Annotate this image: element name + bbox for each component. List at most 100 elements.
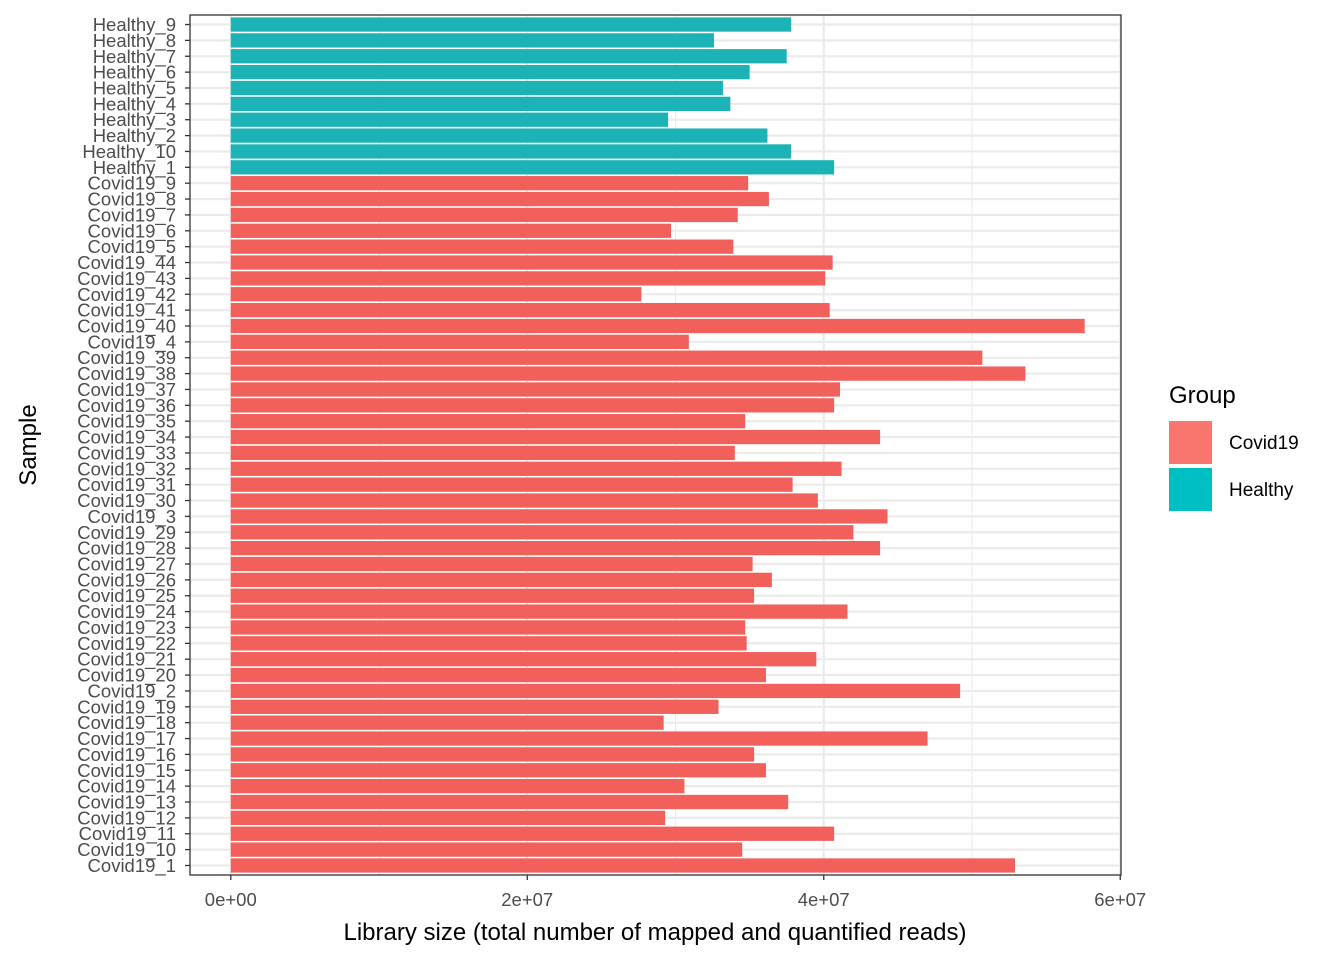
bar-covid19-26	[230, 572, 772, 588]
legend-key-covid19	[1169, 421, 1212, 464]
bar-covid19-42	[230, 287, 642, 302]
bar-covid19-23	[230, 620, 746, 635]
x-axis: 0e+00 2e+07 4e+07 6e+07	[205, 875, 1146, 910]
y-tick-label: Covid19_44	[77, 252, 176, 274]
y-tick-label: Covid19_41	[77, 300, 176, 322]
bar-covid19-13	[230, 794, 789, 810]
bar-covid19-6	[230, 223, 672, 238]
y-tick-label: Covid19_6	[88, 220, 176, 242]
y-tick-label: Covid19_7	[88, 204, 176, 226]
bar-covid19-39	[230, 350, 983, 365]
y-tick-label: Covid19_25	[77, 585, 176, 607]
x-tick-label: 2e+07	[501, 889, 553, 910]
bar-covid19-32	[230, 461, 842, 476]
bar-healthy-4	[230, 96, 731, 111]
bar-covid19-8	[230, 191, 769, 207]
y-tick-label: Covid19_30	[77, 490, 176, 512]
y-tick-label: Covid19_13	[77, 792, 176, 814]
bar-covid19-34	[230, 429, 881, 445]
legend-label-healthy: Healthy	[1229, 480, 1294, 501]
y-tick-label: Covid19_42	[77, 284, 176, 306]
y-tick-label: Covid19_2	[88, 680, 176, 702]
bar-covid19-1	[230, 858, 1016, 873]
bar-covid19-5	[230, 239, 734, 254]
y-tick-label: Covid19_11	[79, 823, 176, 845]
y-tick-label: Covid19_34	[77, 427, 176, 449]
y-tick-label: Covid19_32	[77, 458, 176, 480]
bar-covid19-44	[230, 255, 833, 270]
bar-healthy-7	[230, 49, 787, 64]
y-tick-label: Covid19_15	[77, 760, 176, 782]
bars	[230, 17, 1085, 873]
y-tick-label: Healthy_3	[93, 109, 176, 131]
bar-covid19-4	[230, 334, 689, 350]
y-tick-label: Covid19_22	[77, 633, 176, 655]
y-tick-label: Covid19_4	[88, 331, 176, 353]
y-tick-label: Covid19_31	[77, 474, 176, 496]
y-tick-label: Covid19_39	[77, 347, 176, 369]
y-tick-label: Healthy_6	[93, 62, 176, 84]
bar-covid19-10	[230, 842, 743, 857]
y-tick-label: Covid19_19	[77, 696, 176, 718]
y-tick-label: Covid19_18	[77, 712, 176, 734]
bar-covid19-14	[230, 779, 685, 794]
y-tick-label: Covid19_20	[77, 665, 176, 687]
y-tick-label: Healthy_10	[82, 141, 176, 163]
bar-healthy-6	[230, 64, 750, 80]
legend-label-covid19: Covid19	[1229, 433, 1299, 454]
bar-covid19-30	[230, 493, 818, 508]
y-tick-label: Covid19_33	[77, 442, 176, 464]
bar-covid19-36	[230, 398, 835, 413]
y-tick-label: Covid19_8	[88, 189, 176, 211]
bar-covid19-43	[230, 271, 826, 286]
y-tick-label: Covid19_9	[88, 173, 176, 195]
bar-covid19-25	[230, 588, 755, 603]
y-tick-label: Covid19_36	[77, 395, 176, 417]
bar-covid19-7	[230, 207, 738, 223]
y-tick-label: Covid19_35	[77, 411, 176, 433]
y-tick-label: Covid19_10	[77, 839, 176, 861]
y-tick-label: Covid19_24	[77, 601, 176, 623]
bar-covid19-37	[230, 382, 841, 397]
y-axis-title: Sample	[15, 404, 42, 485]
y-tick-label: Covid19_43	[77, 268, 176, 290]
y-tick-label: Healthy_4	[93, 93, 176, 115]
bar-covid19-19	[230, 699, 719, 714]
y-tick-label: Covid19_3	[88, 506, 176, 528]
plot-panel	[190, 15, 1121, 875]
bar-healthy-1	[230, 160, 835, 175]
bar-covid19-22	[230, 636, 747, 651]
bar-healthy-2	[230, 128, 768, 143]
legend: Group Covid19 Healthy	[1169, 382, 1299, 511]
bar-covid19-16	[230, 747, 755, 762]
bar-healthy-10	[230, 144, 792, 159]
y-tick-label: Healthy_2	[93, 125, 176, 147]
x-tick-label: 0e+00	[205, 889, 257, 910]
bar-covid19-24	[230, 604, 848, 619]
y-tick-label: Covid19_37	[77, 379, 176, 401]
y-tick-label: Covid19_40	[77, 315, 176, 337]
bar-covid19-38	[230, 366, 1026, 381]
y-tick-label: Covid19_14	[77, 776, 176, 798]
bar-covid19-40	[230, 318, 1085, 334]
bar-covid19-2	[230, 683, 961, 699]
bar-covid19-41	[230, 302, 830, 318]
y-tick-label: Covid19_12	[77, 807, 176, 829]
y-axis: Covid19_1Covid19_10Covid19_11Covid19_12C…	[77, 14, 190, 877]
bar-healthy-9	[230, 17, 792, 32]
bar-healthy-3	[230, 112, 669, 127]
legend-key-healthy	[1169, 468, 1212, 511]
legend-title: Group	[1169, 382, 1236, 409]
x-tick-label: 4e+07	[798, 889, 850, 910]
y-tick-label: Healthy_7	[93, 46, 176, 68]
y-tick-label: Covid19_16	[77, 744, 176, 766]
y-tick-label: Covid19_28	[77, 538, 176, 560]
bar-covid19-18	[230, 715, 664, 730]
bar-covid19-27	[230, 556, 753, 572]
y-tick-label: Covid19_1	[88, 855, 176, 877]
bar-covid19-33	[230, 445, 735, 461]
bar-covid19-11	[230, 826, 835, 841]
y-tick-label: Covid19_26	[77, 569, 176, 591]
bar-covid19-35	[230, 414, 746, 429]
